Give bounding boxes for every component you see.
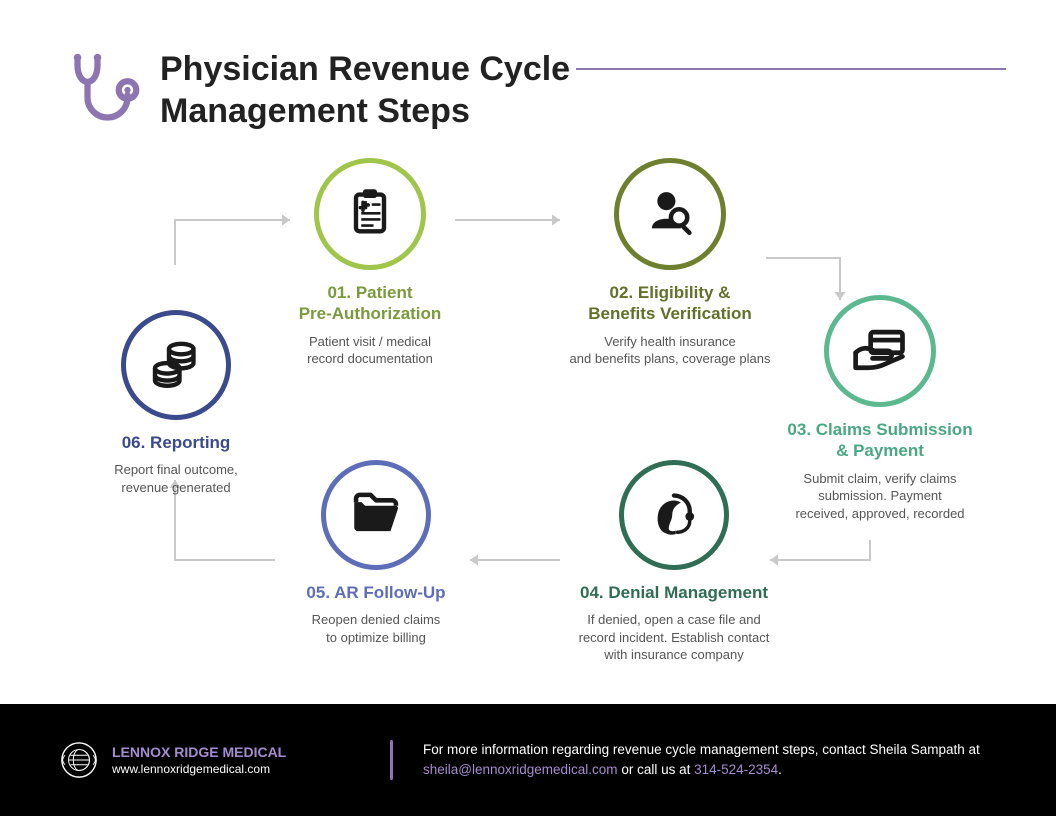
step-05-circle [321,460,431,570]
step-06: 06. Reporting Report final outcome,reven… [78,310,274,496]
folder-open-icon [347,484,405,547]
footer-logo-block: LENNOX RIDGE MEDICAL www.lennoxridgemedi… [60,741,360,779]
infographic-page: Physician Revenue CycleManagement Steps … [0,0,1056,816]
step-04-desc: If denied, open a case file andrecord in… [564,611,784,664]
header: Physician Revenue CycleManagement Steps [60,40,1006,140]
footer-url: www.lennoxridgemedical.com [112,762,286,776]
footer-text: For more information regarding revenue c… [423,740,983,779]
step-02-desc: Verify health insuranceand benefits plan… [560,333,780,368]
step-02: 02. Eligibility &Benefits Verification V… [560,158,780,368]
step-01-title: 01. PatientPre-Authorization [272,282,468,325]
hand-card-icon [850,319,910,384]
globe-emblem-icon [60,741,98,779]
step-01: 01. PatientPre-Authorization Patient vis… [272,158,468,368]
user-magnify-icon [641,183,699,246]
coins-icon [148,335,204,396]
footer-divider [390,740,393,780]
footer-brand-text: LENNOX RIDGE MEDICAL www.lennoxridgemedi… [112,744,286,776]
step-06-desc: Report final outcome,revenue generated [78,461,274,496]
footer-text-mid: or call us at [618,762,695,777]
step-04-title: 04. Denial Management [564,582,784,603]
clipboard-plus-icon [342,184,398,245]
step-01-desc: Patient visit / medicalrecord documentat… [272,333,468,368]
step-06-circle [121,310,231,420]
step-04-circle [619,460,729,570]
stethoscope-icon [60,50,140,130]
page-title: Physician Revenue CycleManagement Steps [160,48,570,133]
footer-phone[interactable]: 314-524-2354 [694,762,778,777]
step-03-circle [824,295,936,407]
headset-person-icon [646,485,702,546]
footer-text-pre: For more information regarding revenue c… [423,742,980,757]
step-05-title: 05. AR Follow-Up [278,582,474,603]
step-04: 04. Denial Management If denied, open a … [564,460,784,664]
footer-brand: LENNOX RIDGE MEDICAL [112,744,286,760]
step-03-desc: Submit claim, verify claimssubmission. P… [780,470,980,523]
footer: LENNOX RIDGE MEDICAL www.lennoxridgemedi… [0,704,1056,816]
step-02-title: 02. Eligibility &Benefits Verification [560,282,780,325]
footer-text-post: . [778,762,782,777]
step-05: 05. AR Follow-Up Reopen denied claimsto … [278,460,474,646]
header-rule [576,68,1006,70]
step-03: 03. Claims Submission& Payment Submit cl… [780,295,980,522]
step-06-title: 06. Reporting [78,432,274,453]
step-02-circle [614,158,726,270]
step-01-circle [314,158,426,270]
step-05-desc: Reopen denied claimsto optimize billing [278,611,474,646]
footer-email[interactable]: sheila@lennoxridgemedical.com [423,762,618,777]
step-03-title: 03. Claims Submission& Payment [780,419,980,462]
